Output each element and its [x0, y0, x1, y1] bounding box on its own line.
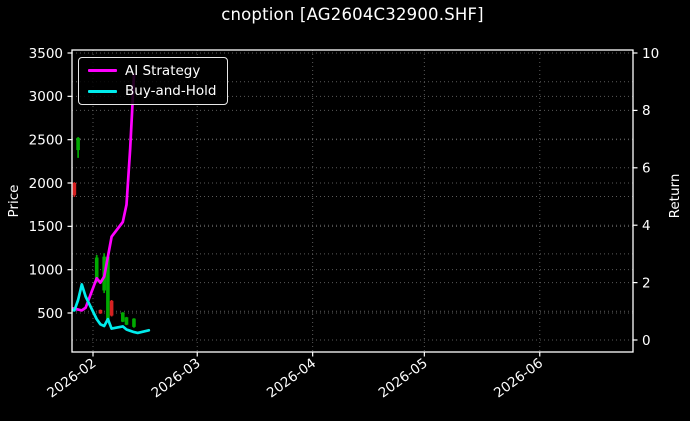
candle-body [106, 256, 110, 320]
candle-body [94, 257, 99, 281]
date-tick-label: 2026-03 [149, 355, 204, 401]
return-tick-label: 8 [642, 103, 651, 119]
legend-label: AI Strategy [125, 62, 201, 79]
legend-label: Buy-and-Hold [125, 83, 217, 100]
return-tick-label: 10 [642, 46, 659, 62]
legend-item-buy-and-hold: Buy-and-Hold [79, 83, 227, 99]
price-tick-label: 500 [37, 306, 63, 322]
date-tick-label: 2026-05 [376, 355, 431, 401]
legend-item-ai-strategy: AI Strategy [79, 63, 227, 79]
date-tick-label: 2026-04 [264, 355, 319, 401]
candle-body [98, 309, 103, 314]
axes-spines [71, 49, 634, 353]
date-tick-label: 2026-06 [491, 355, 546, 401]
price-tick-label: 2500 [29, 132, 63, 148]
candle-body [76, 137, 80, 151]
ai-strategy-line-swatch [88, 69, 117, 73]
price-tick-label: 1000 [29, 262, 63, 278]
candle-body [109, 300, 114, 316]
return-tick-label: 2 [642, 275, 651, 291]
buy-and-hold-line-swatch [88, 89, 117, 93]
candle-body [120, 312, 125, 322]
price-tick-label: 3500 [29, 46, 63, 62]
chart-title: cnoption [AG2604C32900.SHF] [221, 5, 484, 24]
candle-body [124, 317, 129, 325]
candle-body [132, 318, 136, 327]
return-tick-label: 0 [642, 333, 651, 349]
candle-body [72, 183, 77, 196]
return-tick-label: 4 [642, 218, 651, 234]
ai-strategy-line [72, 73, 136, 312]
price-tick-label: 1500 [29, 219, 63, 235]
return-tick-label: 6 [642, 161, 651, 177]
date-tick-label: 2026-02 [44, 355, 99, 401]
price-tick-label: 2000 [29, 176, 63, 192]
price-tick-label: 3000 [29, 89, 63, 105]
buy-and-hold-line [72, 283, 151, 335]
legend: AI Strategy Buy-and-Hold [78, 57, 228, 105]
